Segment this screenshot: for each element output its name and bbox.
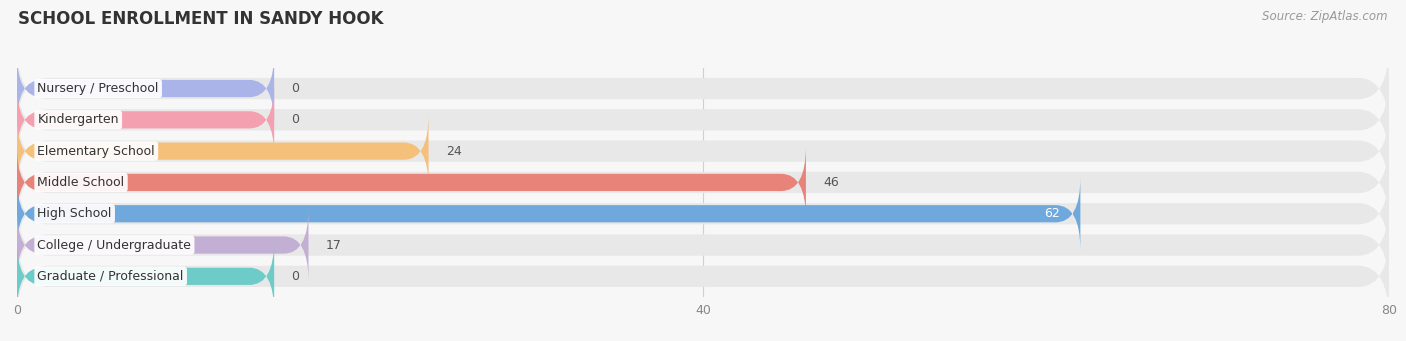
FancyBboxPatch shape xyxy=(17,240,274,313)
FancyBboxPatch shape xyxy=(17,137,1389,228)
FancyBboxPatch shape xyxy=(17,168,1389,260)
Text: Kindergarten: Kindergarten xyxy=(38,113,120,126)
FancyBboxPatch shape xyxy=(17,146,806,219)
FancyBboxPatch shape xyxy=(17,84,274,156)
Text: High School: High School xyxy=(38,207,112,220)
Text: Source: ZipAtlas.com: Source: ZipAtlas.com xyxy=(1263,10,1388,23)
Text: 0: 0 xyxy=(291,113,299,126)
Text: Graduate / Professional: Graduate / Professional xyxy=(38,270,184,283)
Text: 62: 62 xyxy=(1045,207,1060,220)
FancyBboxPatch shape xyxy=(17,209,308,281)
FancyBboxPatch shape xyxy=(17,231,1389,322)
FancyBboxPatch shape xyxy=(17,43,1389,134)
FancyBboxPatch shape xyxy=(17,177,1080,250)
FancyBboxPatch shape xyxy=(17,199,1389,291)
Text: Elementary School: Elementary School xyxy=(38,145,155,158)
Text: 0: 0 xyxy=(291,270,299,283)
FancyBboxPatch shape xyxy=(17,52,274,125)
Text: Middle School: Middle School xyxy=(38,176,125,189)
Text: College / Undergraduate: College / Undergraduate xyxy=(38,239,191,252)
FancyBboxPatch shape xyxy=(17,115,429,188)
Text: 46: 46 xyxy=(823,176,839,189)
Text: SCHOOL ENROLLMENT IN SANDY HOOK: SCHOOL ENROLLMENT IN SANDY HOOK xyxy=(18,10,384,28)
FancyBboxPatch shape xyxy=(17,105,1389,197)
Text: 17: 17 xyxy=(326,239,342,252)
Text: 24: 24 xyxy=(446,145,461,158)
Text: 0: 0 xyxy=(291,82,299,95)
FancyBboxPatch shape xyxy=(17,74,1389,165)
Text: Nursery / Preschool: Nursery / Preschool xyxy=(38,82,159,95)
